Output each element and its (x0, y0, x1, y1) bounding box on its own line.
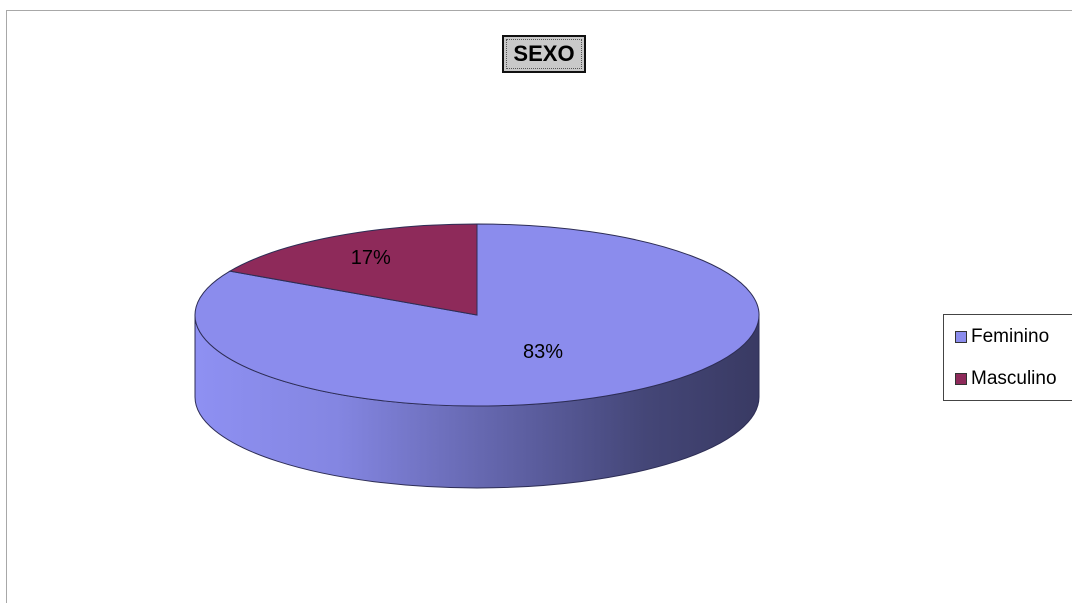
legend-label-masculino: Masculino (971, 368, 1057, 389)
data-label-masculino: 17% (351, 247, 391, 269)
chart-frame (6, 10, 1072, 603)
legend-swatch-masculino (955, 373, 967, 385)
chart-title-box: SEXO (502, 35, 586, 73)
pie-slice-masculino (228, 223, 478, 316)
legend: Feminino Masculino (943, 314, 1072, 401)
legend-item-feminino: Feminino (955, 325, 1049, 349)
legend-label-feminino: Feminino (971, 326, 1050, 347)
legend-swatch-feminino (955, 331, 967, 343)
chart-title: SEXO (513, 41, 575, 66)
data-label-feminino: 83% (523, 341, 563, 363)
legend-item-masculino: Masculino (955, 367, 1057, 391)
